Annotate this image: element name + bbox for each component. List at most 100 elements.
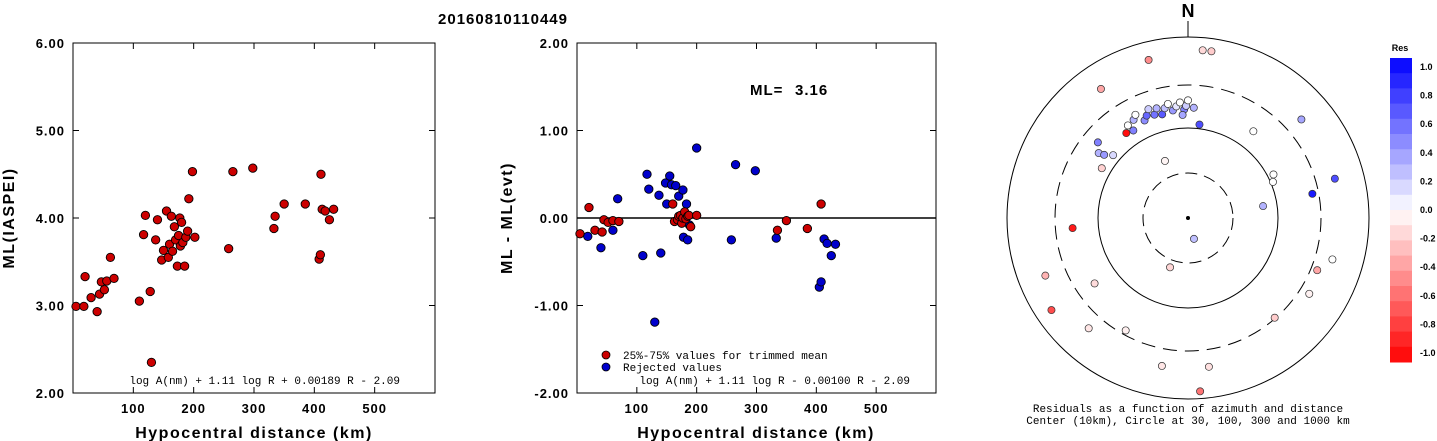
data-point (316, 169, 326, 179)
rejected-point (816, 277, 826, 287)
colorbar-label: 0.4 (1420, 148, 1433, 158)
rejected-point (822, 238, 832, 249)
colorbar-swatch (1390, 179, 1412, 196)
ml-value: 3.16 (795, 82, 828, 99)
colorbar: Res 1.0 0.8 0.6 0.4 0.2 0.0 -0.2 -0.4 -0.6 -0.8 -1… (1390, 43, 1436, 363)
panel2-formula: log A(nm) + 1.11 log R - 0.00100 R - 2.0… (639, 376, 910, 388)
colorbar-swatch (1390, 331, 1412, 348)
rejected-point (650, 317, 660, 327)
colorbar-swatch (1390, 255, 1412, 272)
colorbar-label: 1.0 (1420, 62, 1433, 72)
rejected-point (656, 248, 666, 258)
station-marker (1269, 177, 1277, 186)
data-point (151, 235, 161, 245)
colorbar-label: -0.2 (1420, 234, 1436, 244)
panel1-ytick-label: 6.00 (36, 36, 65, 51)
station-marker (1097, 85, 1105, 93)
data-point (86, 292, 96, 303)
data-point (167, 246, 178, 256)
colorbar-label: 0.2 (1420, 176, 1433, 186)
station-marker (1328, 255, 1337, 264)
panel1-ytick-label: 5.00 (36, 124, 65, 139)
data-point (190, 232, 200, 242)
rejected-point (644, 184, 654, 194)
used-point (802, 223, 813, 234)
colorbar-swatch (1390, 240, 1412, 257)
colorbar-swatch (1390, 58, 1412, 74)
station-marker (1121, 326, 1130, 335)
rejected-point (830, 239, 841, 249)
station-marker (1297, 115, 1306, 124)
epicenter-marker (1186, 216, 1190, 220)
colorbar-label: -1.0 (1420, 348, 1436, 358)
station-marker (1178, 111, 1187, 119)
station-marker (1160, 156, 1169, 165)
station-marker (1198, 46, 1207, 55)
station-marker (1122, 129, 1131, 138)
station-marker (1100, 150, 1109, 159)
rejected-point (613, 194, 623, 204)
station-marker (1157, 361, 1166, 370)
rejected-point (638, 250, 648, 261)
panel1-xlabel: Hypocentral distance (km) (135, 425, 373, 441)
polar-caption-2: Center (10km), Circle at 30, 100, 300 an… (1026, 416, 1350, 428)
colorbar-swatch (1390, 210, 1412, 226)
station-marker (1207, 47, 1216, 56)
colorbar-swatch (1390, 316, 1412, 333)
used-point (686, 222, 696, 232)
used-point (575, 229, 585, 239)
data-point (166, 211, 176, 221)
panel2-ytick-label: -2.00 (534, 386, 569, 401)
colorbar-title: Res (1392, 43, 1409, 53)
data-point (79, 301, 89, 312)
panel1-xtick-label: 200 (181, 401, 206, 416)
data-point (248, 163, 258, 173)
data-point (176, 217, 187, 228)
station-marker (1184, 96, 1192, 105)
panel1-xtick-label: 500 (362, 401, 387, 416)
station-marker (1249, 127, 1258, 136)
panel2-ylabel: ML - ML(evt) (499, 162, 516, 274)
used-point (692, 210, 702, 221)
station-marker (1166, 263, 1174, 272)
station-marker (1144, 55, 1153, 64)
data-point (300, 199, 310, 209)
data-point (279, 199, 289, 209)
colorbar-swatch (1390, 149, 1412, 165)
data-point (224, 243, 234, 254)
station-marker (1308, 189, 1317, 198)
rejected-point (642, 169, 652, 179)
colorbar-swatch (1390, 118, 1412, 135)
colorbar-swatches (1390, 58, 1412, 363)
station-marker (1097, 164, 1106, 173)
data-point (152, 215, 163, 225)
panel1-ylabel: ML(IASPEI) (1, 167, 18, 268)
panel2-ytick-label: -1.00 (534, 299, 569, 314)
station-marker (1163, 99, 1172, 108)
panel2-xtick-label: 300 (744, 401, 769, 416)
data-point (105, 252, 116, 263)
data-point (92, 306, 102, 317)
panel-residual-vs-distance: 100 200 300 400 500 -2.00 -1.00 0.00 1.00 2.00 Hy… (499, 36, 937, 441)
used-point (816, 199, 826, 209)
station-marker (1144, 105, 1153, 114)
panel2-xtick-label: 100 (624, 401, 649, 416)
station-marker (1142, 111, 1151, 120)
station-marker (1109, 151, 1118, 160)
north-label: N (1182, 1, 1195, 21)
legend-label-used: 25%-75% values for trimmed mean (623, 351, 828, 363)
used-point (781, 215, 792, 226)
ml-label: ML= (750, 82, 783, 99)
data-point (182, 226, 193, 236)
colorbar-label: 0.0 (1420, 205, 1433, 215)
colorbar-label: -0.6 (1420, 291, 1436, 301)
used-point (772, 225, 783, 235)
colorbar-swatch (1390, 88, 1412, 105)
station-marker (1204, 362, 1213, 371)
used-point (614, 216, 624, 227)
rejected-point (665, 171, 675, 181)
rejected-point (681, 199, 692, 209)
station-marker (1123, 121, 1132, 130)
data-point (328, 204, 339, 214)
